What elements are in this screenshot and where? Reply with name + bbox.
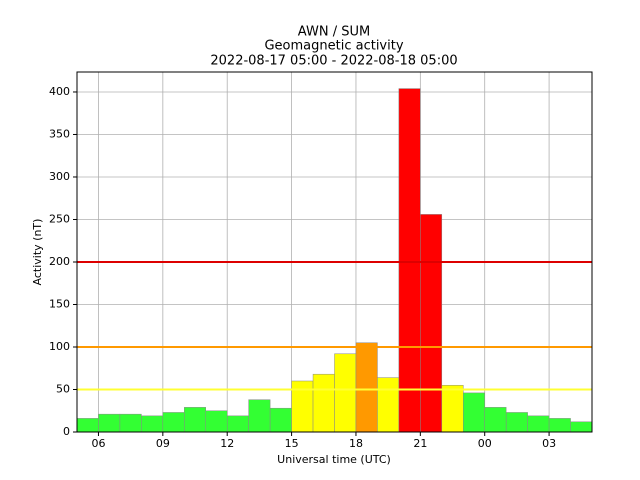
y-tick-label: 350 — [49, 127, 70, 140]
x-tick-label: 12 — [220, 437, 234, 450]
x-tick-label: 06 — [91, 437, 105, 450]
y-tick-label: 50 — [56, 382, 70, 395]
bar — [355, 342, 378, 433]
bar — [570, 421, 593, 433]
x-tick-label: 18 — [349, 437, 363, 450]
bar — [527, 415, 550, 433]
bar — [441, 384, 464, 433]
bar — [269, 407, 292, 433]
bar — [162, 412, 185, 433]
bar — [420, 214, 443, 433]
chart-title: AWN / SUM — [298, 25, 370, 40]
bar — [119, 413, 142, 433]
bar — [312, 373, 335, 433]
x-tick-label: 03 — [542, 437, 556, 450]
x-axis-label: Universal time (UTC) — [277, 453, 391, 466]
bar — [548, 418, 571, 433]
bar — [505, 412, 528, 433]
bar — [484, 407, 507, 433]
x-tick-label: 15 — [285, 437, 299, 450]
bar — [76, 418, 99, 433]
bar — [377, 377, 400, 433]
bar — [184, 407, 207, 433]
y-tick-label: 250 — [49, 212, 70, 225]
y-tick-label: 200 — [49, 255, 70, 268]
x-tick-label: 21 — [413, 437, 427, 450]
bar — [205, 410, 228, 433]
bar — [226, 415, 249, 433]
y-axis-label: Activity (nT) — [31, 219, 44, 286]
y-tick-label: 300 — [49, 170, 70, 183]
y-tick-label: 0 — [63, 425, 70, 438]
y-tick-label: 100 — [49, 340, 70, 353]
bar — [248, 399, 271, 433]
bar — [463, 392, 485, 433]
plot-frame — [76, 71, 593, 433]
bar — [334, 353, 357, 433]
y-tick-label: 400 — [49, 85, 70, 98]
x-tick-label: 00 — [478, 437, 492, 450]
chart-date-range: 2022-08-17 05:00 - 2022-08-18 05:00 — [210, 54, 457, 69]
chart-subtitle: Geomagnetic activity — [264, 39, 403, 54]
bar — [398, 88, 421, 433]
bar — [98, 413, 121, 433]
y-tick-label: 150 — [49, 297, 70, 310]
x-tick-label: 09 — [156, 437, 170, 450]
bar — [141, 415, 164, 433]
